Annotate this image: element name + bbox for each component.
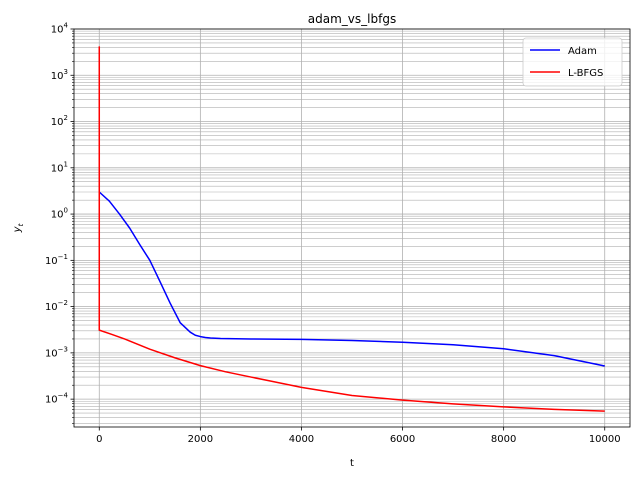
series-line-lbfgs xyxy=(98,46,605,412)
y-tick-label: 103 xyxy=(51,68,68,82)
x-axis-label: t xyxy=(350,458,354,469)
y-tick-label: 10−1 xyxy=(45,253,68,267)
series-layer xyxy=(98,46,605,412)
y-axis-label: yt xyxy=(12,223,25,233)
series-line-adam xyxy=(98,191,605,367)
ticks: 10−4 10−3 10−2 10−1 100 101 102 103 104 0 2000 4000… xyxy=(45,22,621,446)
y-tick-label: 10−4 xyxy=(45,392,69,406)
y-tick-label: 104 xyxy=(51,22,69,36)
y-tick-label: 10−3 xyxy=(45,345,68,359)
y-axis-label-subscript: t xyxy=(17,223,25,226)
y-tick-label: 102 xyxy=(51,114,68,128)
y-tick-label: 100 xyxy=(51,207,68,221)
y-axis-label-main: y xyxy=(12,225,23,233)
chart-title: adam_vs_lbfgs xyxy=(308,12,396,26)
grid xyxy=(74,28,630,427)
x-tick-label: 8000 xyxy=(491,434,516,445)
x-tick-label: 4000 xyxy=(289,434,314,445)
legend: Adam L-BFGS xyxy=(522,37,623,87)
x-tick-label: 6000 xyxy=(390,434,415,445)
legend-label-lbfgs: L-BFGS xyxy=(568,68,603,79)
y-tick-label: 101 xyxy=(51,160,68,174)
x-tick-label: 10000 xyxy=(589,434,621,445)
x-tick-label: 0 xyxy=(96,434,102,445)
legend-label-adam: Adam xyxy=(568,46,597,57)
y-tick-label: 10−2 xyxy=(45,299,68,313)
x-tick-label: 2000 xyxy=(188,434,213,445)
